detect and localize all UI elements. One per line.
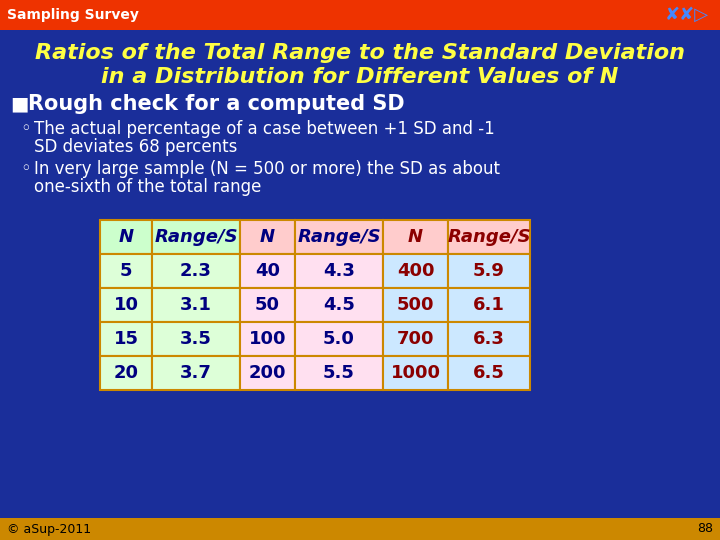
Text: N: N <box>260 228 275 246</box>
Text: 6.3: 6.3 <box>473 330 505 348</box>
Bar <box>152 220 240 254</box>
Text: 1000: 1000 <box>390 364 441 382</box>
Text: 88: 88 <box>697 523 713 536</box>
Bar <box>240 254 295 288</box>
Bar <box>240 322 295 356</box>
Bar <box>0 0 720 30</box>
Text: one-sixth of the total range: one-sixth of the total range <box>34 178 261 196</box>
Text: Sampling Survey: Sampling Survey <box>7 8 139 22</box>
Bar <box>295 356 383 390</box>
Text: ■: ■ <box>10 94 28 113</box>
Text: Range/S: Range/S <box>154 228 238 246</box>
Text: 500: 500 <box>397 296 434 314</box>
Text: N: N <box>118 228 134 246</box>
Text: 3.5: 3.5 <box>180 330 212 348</box>
Text: N: N <box>408 228 423 246</box>
Text: Range/S: Range/S <box>447 228 531 246</box>
Bar <box>100 254 152 288</box>
Text: 3.1: 3.1 <box>180 296 212 314</box>
Text: ◦: ◦ <box>20 120 31 138</box>
Text: In very large sample (N = 500 or more) the SD as about: In very large sample (N = 500 or more) t… <box>34 160 500 178</box>
Bar <box>240 356 295 390</box>
Text: Range/S: Range/S <box>297 228 381 246</box>
Bar <box>295 322 383 356</box>
Bar <box>448 220 530 254</box>
Text: Ratios of the Total Range to the Standard Deviation: Ratios of the Total Range to the Standar… <box>35 43 685 63</box>
Text: 5: 5 <box>120 262 132 280</box>
Text: 50: 50 <box>255 296 280 314</box>
Text: 5.9: 5.9 <box>473 262 505 280</box>
Bar <box>100 322 152 356</box>
Bar <box>383 288 448 322</box>
Bar <box>240 288 295 322</box>
Text: Rough check for a computed SD: Rough check for a computed SD <box>28 94 405 114</box>
Text: ◦: ◦ <box>20 160 31 178</box>
Bar <box>240 220 295 254</box>
Bar <box>295 220 383 254</box>
Text: 20: 20 <box>114 364 138 382</box>
Bar <box>100 356 152 390</box>
Bar <box>152 356 240 390</box>
Text: 40: 40 <box>255 262 280 280</box>
Bar <box>100 288 152 322</box>
Text: 6.1: 6.1 <box>473 296 505 314</box>
Text: 400: 400 <box>397 262 434 280</box>
Text: © aSup-2011: © aSup-2011 <box>7 523 91 536</box>
Bar <box>383 322 448 356</box>
Text: 5.5: 5.5 <box>323 364 355 382</box>
Text: 10: 10 <box>114 296 138 314</box>
Text: 200: 200 <box>248 364 287 382</box>
Bar <box>448 288 530 322</box>
Bar <box>0 518 720 540</box>
Bar <box>383 220 448 254</box>
Text: 4.3: 4.3 <box>323 262 355 280</box>
Text: 2.3: 2.3 <box>180 262 212 280</box>
Text: 3.7: 3.7 <box>180 364 212 382</box>
Bar <box>383 356 448 390</box>
Text: ✘✘▷: ✘✘▷ <box>665 6 709 24</box>
Text: The actual percentage of a case between +1 SD and -1: The actual percentage of a case between … <box>34 120 495 138</box>
Text: 5.0: 5.0 <box>323 330 355 348</box>
Bar <box>152 322 240 356</box>
Text: 4.5: 4.5 <box>323 296 355 314</box>
Bar <box>295 254 383 288</box>
Bar <box>152 288 240 322</box>
Bar <box>383 254 448 288</box>
Text: 15: 15 <box>114 330 138 348</box>
Text: 700: 700 <box>397 330 434 348</box>
Text: 100: 100 <box>248 330 287 348</box>
Bar <box>295 288 383 322</box>
Bar <box>100 220 152 254</box>
Text: SD deviates 68 percents: SD deviates 68 percents <box>34 138 238 156</box>
Bar <box>448 254 530 288</box>
Bar <box>448 356 530 390</box>
Bar <box>152 254 240 288</box>
Text: in a Distribution for Different Values of N: in a Distribution for Different Values o… <box>102 67 618 87</box>
Bar <box>448 322 530 356</box>
Text: 6.5: 6.5 <box>473 364 505 382</box>
